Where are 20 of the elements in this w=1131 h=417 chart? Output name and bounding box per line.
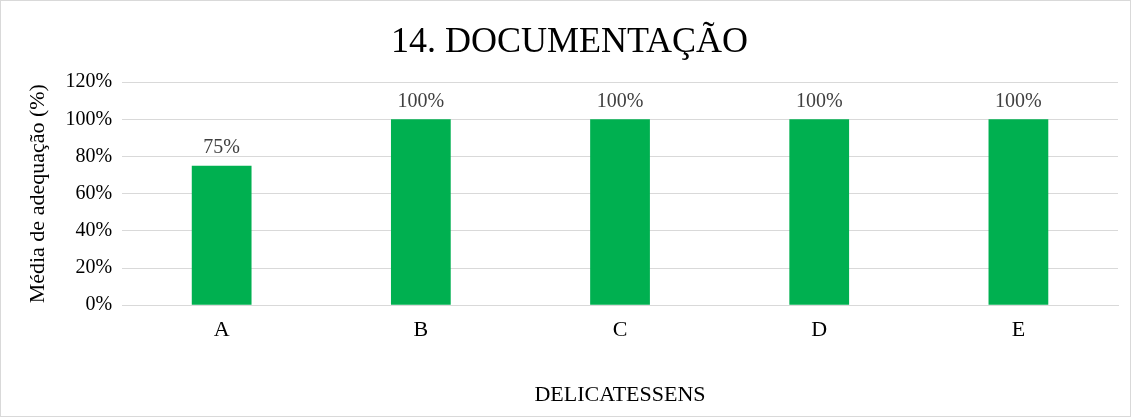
y-tick-label: 100% [65, 106, 113, 129]
y-tick-label: 120% [65, 69, 113, 92]
chart-title: 14. DOCUMENTAÇÃO [390, 20, 749, 61]
data-label: 100% [995, 88, 1042, 111]
y-tick-label: 20% [75, 255, 113, 278]
data-label: 100% [397, 88, 445, 111]
data-label: 75% [203, 135, 240, 158]
data-label: 100% [795, 88, 843, 111]
y-tick-label: 60% [75, 180, 113, 203]
x-tick-label: B [413, 316, 429, 342]
y-axis-title: Média de adequação (%) [23, 84, 49, 304]
y-tick-label: 0% [85, 292, 113, 315]
x-tick-label: D [811, 316, 828, 342]
x-tick-label: E [1011, 316, 1026, 342]
x-axis-title: DELICATESSENS [534, 380, 706, 406]
data-label: 100% [596, 88, 644, 111]
y-tick-label: 80% [75, 143, 113, 166]
x-tick-label: A [213, 316, 230, 342]
y-tick-label: 40% [75, 218, 113, 241]
x-tick-label: C [612, 316, 628, 342]
